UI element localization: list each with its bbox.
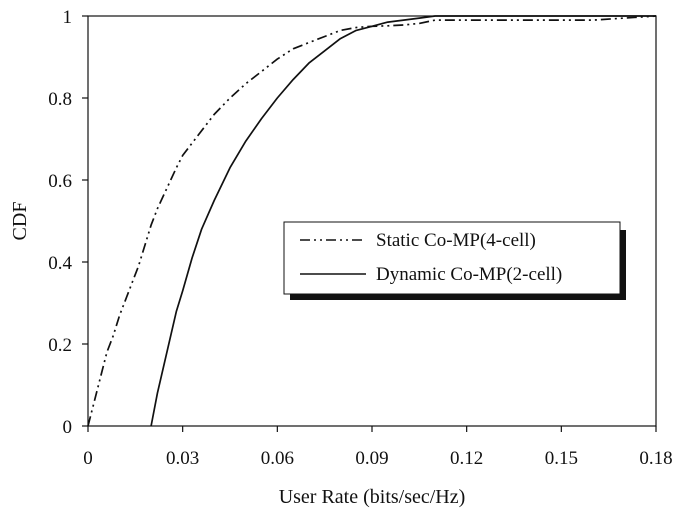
x-tick-label: 0.03 bbox=[166, 448, 199, 469]
y-tick-label: 0.6 bbox=[48, 171, 72, 192]
legend: Static Co-MP(4-cell) Dynamic Co-MP(2-cel… bbox=[283, 221, 626, 300]
plot-frame bbox=[87, 15, 657, 427]
series-layer bbox=[87, 15, 657, 427]
legend-box bbox=[283, 221, 621, 295]
x-tick-label: 0 bbox=[83, 448, 93, 469]
x-tick-label: 0.09 bbox=[355, 448, 388, 469]
x-tick-label: 0.15 bbox=[545, 448, 578, 469]
y-tick-label: 0.4 bbox=[48, 253, 72, 274]
y-tick-label: 0.8 bbox=[48, 89, 72, 110]
x-tick-label: 0.12 bbox=[450, 448, 483, 469]
legend-label-static: Static Co-MP(4-cell) bbox=[376, 230, 536, 251]
series-line-static bbox=[87, 15, 657, 427]
y-tick-label: 1 bbox=[63, 7, 73, 28]
x-tick-label: 0.18 bbox=[639, 448, 672, 469]
plot-area bbox=[87, 15, 657, 427]
y-tick-label: 0 bbox=[63, 417, 73, 438]
x-tick-label: 0.06 bbox=[261, 448, 294, 469]
y-tick-label: 0.2 bbox=[48, 335, 72, 356]
x-axis-label: User Rate (bits/sec/Hz) bbox=[279, 486, 466, 508]
series-line-dynamic bbox=[150, 15, 656, 427]
y-axis-label: CDF bbox=[9, 202, 31, 241]
legend-label-dynamic: Dynamic Co-MP(2-cell) bbox=[376, 264, 562, 285]
tick-layer: 0 0.03 0.06 0.09 0.12 0.15 0.18 0 0.2 0.4 0.6 0.8 1 bbox=[48, 7, 672, 469]
